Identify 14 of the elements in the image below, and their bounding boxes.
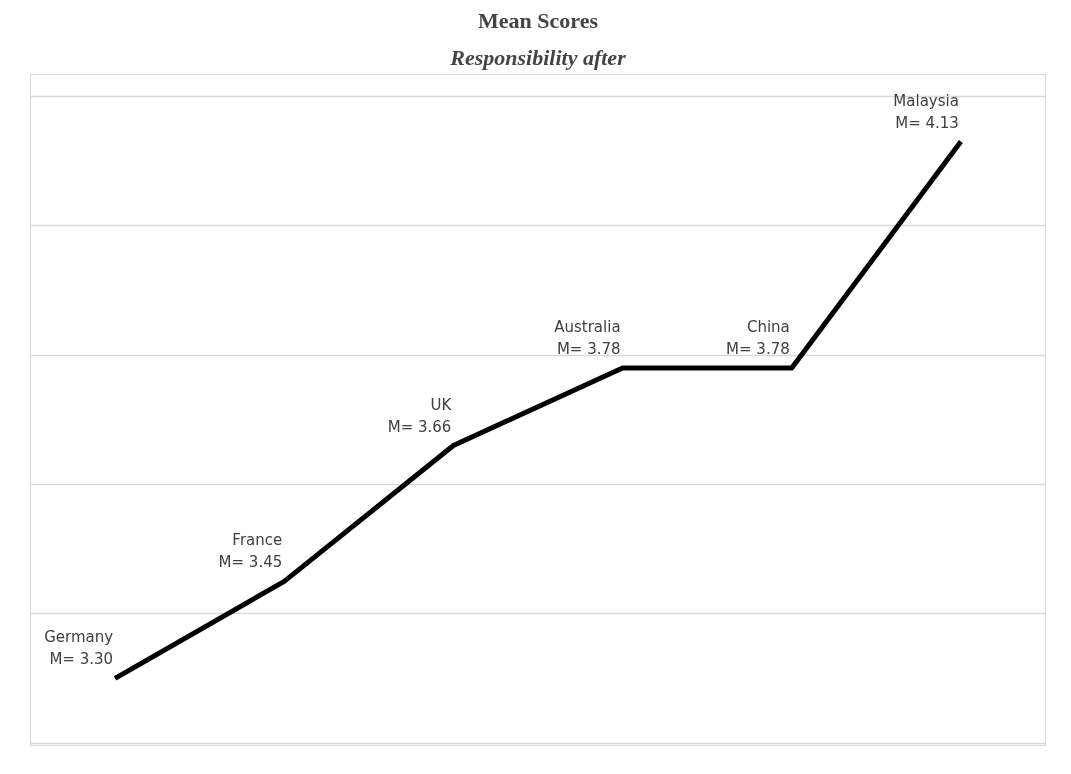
data-label: M= 3.45 <box>218 553 283 572</box>
data-label: M= 3.66 <box>387 417 452 436</box>
annotation: France <box>232 531 283 550</box>
text: Malaysia <box>893 91 959 110</box>
annotation: UK <box>430 395 453 414</box>
annotation: Germany <box>44 628 114 647</box>
data-label: M= 3.78 <box>726 339 790 358</box>
annotation: Australia <box>554 317 621 336</box>
data-label: M= 3.30 <box>49 650 114 669</box>
data-label: M= 4.13 <box>895 113 959 132</box>
annotation: China <box>746 317 790 336</box>
data-label: M= 3.78 <box>556 339 621 358</box>
chart-title: Mean Scores <box>478 7 599 33</box>
chart-subtitle: Responsibility after <box>449 44 627 70</box>
